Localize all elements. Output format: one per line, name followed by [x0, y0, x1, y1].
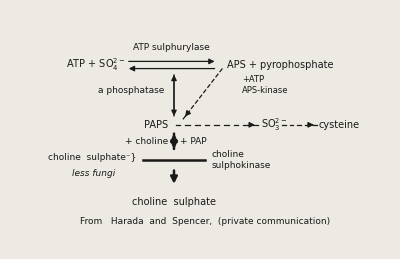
- Text: ATP sulphurylase: ATP sulphurylase: [133, 43, 210, 52]
- Text: From   Harada  and  Spencer,  (private communication): From Harada and Spencer, (private commun…: [80, 217, 330, 226]
- Text: less fungi: less fungi: [72, 169, 115, 178]
- Text: + choline: + choline: [124, 137, 168, 146]
- Text: APS + pyrophosphate: APS + pyrophosphate: [227, 60, 333, 70]
- Text: choline  sulphate: choline sulphate: [132, 197, 216, 207]
- Text: + PAP: + PAP: [180, 137, 207, 146]
- Text: ATP + SO$_4^{2-}$: ATP + SO$_4^{2-}$: [66, 56, 125, 73]
- Text: +ATP
APS-kinase: +ATP APS-kinase: [242, 75, 289, 95]
- Text: SO$_3^{2-}$: SO$_3^{2-}$: [261, 116, 288, 133]
- Text: cysteine: cysteine: [318, 120, 359, 130]
- Text: choline  sulphate⁻}: choline sulphate⁻}: [48, 153, 137, 162]
- Text: PAPS: PAPS: [144, 120, 168, 130]
- Text: choline
sulphokinase: choline sulphokinase: [211, 150, 270, 170]
- Text: a phosphatase: a phosphatase: [98, 87, 165, 95]
